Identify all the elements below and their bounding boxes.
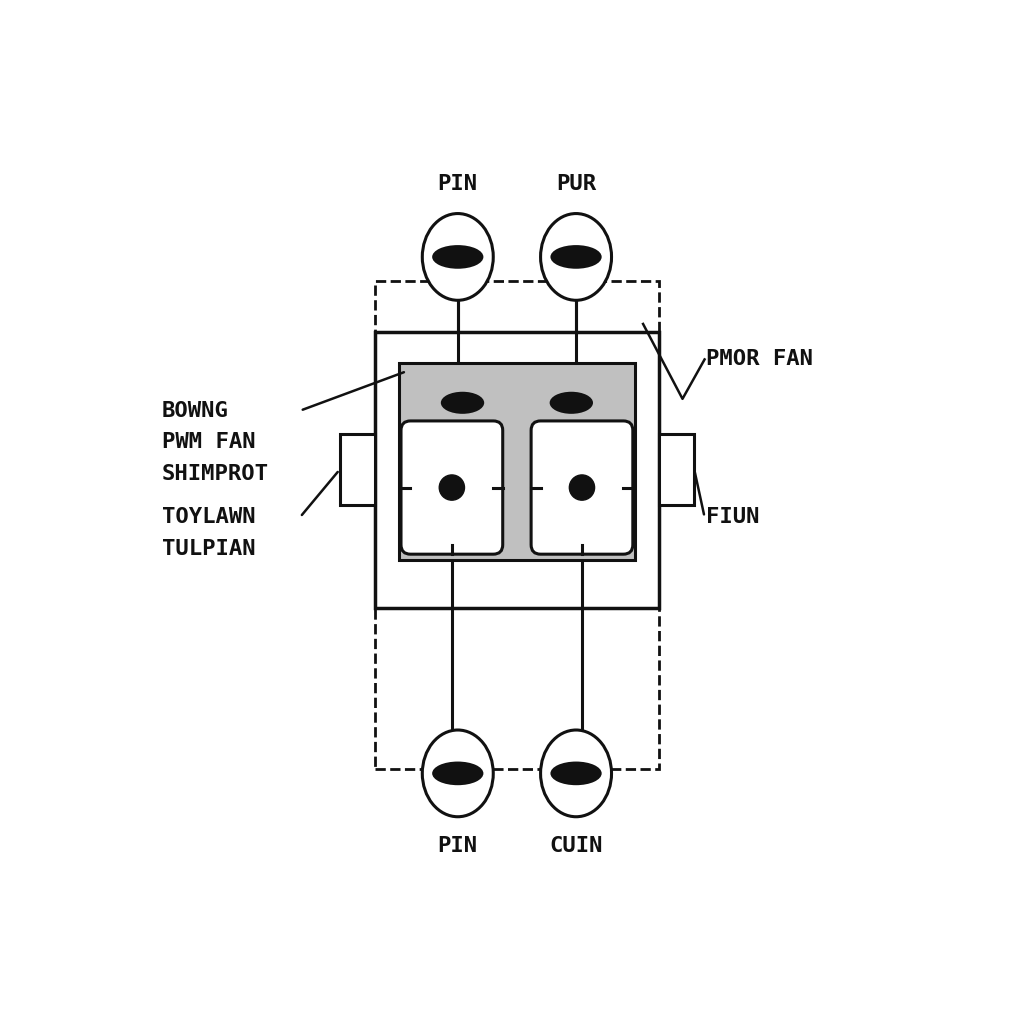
Text: SHIMPROT: SHIMPROT (162, 464, 269, 483)
Text: TULPIAN: TULPIAN (162, 539, 256, 559)
Ellipse shape (541, 214, 611, 300)
Text: TOYLAWN: TOYLAWN (162, 507, 256, 527)
Text: FIUN: FIUN (707, 507, 760, 527)
Bar (340, 434, 375, 505)
Bar (375, 281, 658, 769)
Circle shape (439, 475, 465, 500)
Ellipse shape (432, 762, 483, 785)
Ellipse shape (422, 730, 494, 817)
Text: PIN: PIN (437, 174, 478, 194)
Bar (398, 364, 635, 560)
Ellipse shape (440, 392, 484, 414)
Ellipse shape (541, 730, 611, 817)
Text: PMOR FAN: PMOR FAN (707, 349, 813, 370)
Text: PIN: PIN (437, 837, 478, 856)
Circle shape (569, 475, 595, 500)
Bar (658, 434, 694, 505)
Ellipse shape (550, 392, 593, 414)
Ellipse shape (551, 245, 602, 268)
FancyBboxPatch shape (401, 421, 503, 554)
Ellipse shape (551, 762, 602, 785)
Ellipse shape (432, 245, 483, 268)
Ellipse shape (422, 214, 494, 300)
Text: PWM FAN: PWM FAN (162, 432, 256, 453)
Text: PUR: PUR (556, 174, 596, 194)
Bar (375, 332, 658, 608)
Text: BOWNG: BOWNG (162, 400, 229, 421)
FancyBboxPatch shape (531, 421, 633, 554)
Text: CUIN: CUIN (549, 837, 603, 856)
